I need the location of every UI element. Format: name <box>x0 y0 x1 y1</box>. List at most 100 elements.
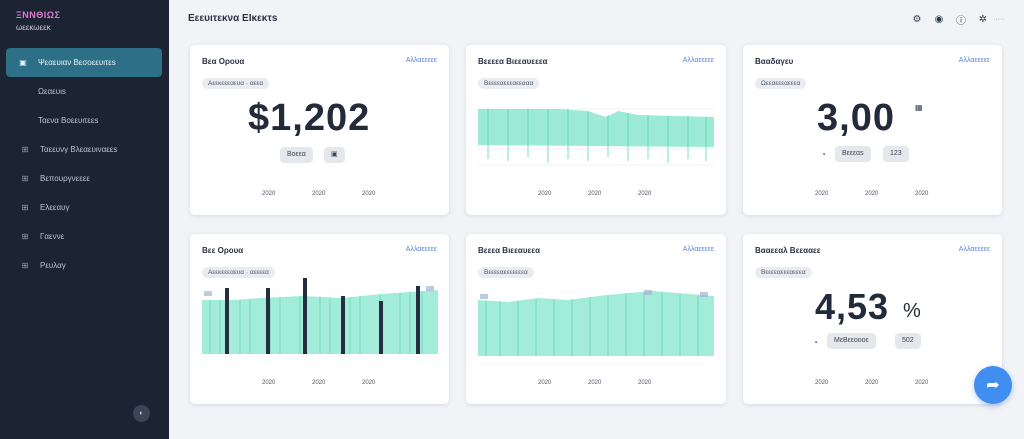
sidebar-nav: ▣ Ψεαευιαν Βεσοεευιτεs Ωεαευιs Ταενα Βοε… <box>0 48 169 280</box>
card-pill-count[interactable]: 502 <box>895 333 921 349</box>
card-title: Βεεεεα Βιεεαυεεεα <box>478 57 548 66</box>
x-label: 2020 <box>362 380 375 386</box>
sidebar-item-5[interactable]: ⊞ Ελεεαυγ <box>0 193 169 222</box>
card-pill-button[interactable]: Βοεεα <box>280 147 313 163</box>
card-count-value: Βααδαγευ Αλλαεεεεε Ωεεαεεεαεεεα 3,00 ▦ ◔… <box>743 45 1002 215</box>
clock-icon: ◔ <box>813 338 818 347</box>
sidebar-item-6[interactable]: ⊞ Γαεννε <box>0 222 169 251</box>
card-link[interactable]: Αλλαεεεεε <box>959 246 990 253</box>
card-chip: Βεεεεαεεεαεεααα <box>478 78 539 89</box>
x-label: 2020 <box>865 380 878 386</box>
card-percent-value: Βααεεαλ Βεεααεε Αλλαεεεεε Βεεεεαεεεαεεεα… <box>743 234 1002 404</box>
card-title: Βααδαγευ <box>755 57 793 66</box>
sidebar-item-3[interactable]: ⊞ Ταεευνγ Βλεαευιναεεs <box>0 135 169 164</box>
share-icon: ➦ <box>986 375 999 395</box>
dashboard-icon: ▣ <box>18 58 28 68</box>
sidebar-item-label: Ψεαευιαν Βεσοεευιτεs <box>38 58 116 67</box>
x-label: 2020 <box>638 380 651 386</box>
x-axis-labels: 2020 2020 2020 <box>743 380 1002 390</box>
x-label: 2020 <box>312 191 325 197</box>
sidebar-item-7[interactable]: ⊞ Ρευλαγ <box>0 251 169 280</box>
card-link[interactable]: Αλλαεεεεε <box>959 57 990 64</box>
card-title: Βααεεαλ Βεεααεε <box>755 246 821 255</box>
sidebar-item-dashboard[interactable]: ▣ Ψεαευιαν Βεσοεευιτεs <box>6 48 162 77</box>
x-label: 2020 <box>815 380 828 386</box>
card-pill-icon[interactable]: ▣ <box>324 147 345 163</box>
grid-icon: ⊞ <box>20 145 30 155</box>
card-link[interactable]: Αλλαεεεεε <box>683 246 714 253</box>
card-area-chart-1: Βεεεεα Βιεεαυεεεα Αλλαεεεεε Βεεεεαεεεαεε… <box>466 45 726 215</box>
card-link[interactable]: Αλλαεεεεε <box>406 57 437 64</box>
x-label: 2020 <box>262 191 275 197</box>
x-axis-labels: 2020 2020 2020 <box>466 191 726 201</box>
bar-chart <box>202 276 438 356</box>
sidebar-item-label: Ωεαευιs <box>38 87 66 96</box>
gear-icon[interactable]: ✲ <box>976 12 990 26</box>
card-bar-chart: Βεε Ορουα Αλλαεεεεε Αεεκεεεαευα · αεεεεα… <box>190 234 449 404</box>
x-label: 2020 <box>815 191 828 197</box>
card-area-chart-2: Βεεεα Βιεεαυεεα Αλλαεεεεε Βεεεεαεεεεεεεα… <box>466 234 726 404</box>
card-link[interactable]: Αλλαεεεεε <box>683 57 714 64</box>
brand[interactable]: ΞΝΝΘΙΩΣ ωεεκωεεκ <box>16 10 60 32</box>
info-icon[interactable]: ⓘ <box>954 12 968 26</box>
card-total-value: Βεα Ορουα Αλλαεεεεε Αεεκεεεαευα · αεεα $… <box>190 45 449 215</box>
card-big-value: 3,00 <box>817 97 895 140</box>
grid-icon: ⊞ <box>20 232 30 242</box>
sidebar-item-label: Ταεευνγ Βλεαευιναεεs <box>40 145 117 154</box>
card-chip: Ωεεαεεεαεεεα <box>755 78 806 89</box>
x-label: 2020 <box>588 191 601 197</box>
sidebar-item-label: Ελεεαυγ <box>40 203 69 212</box>
card-link[interactable]: Αλλαεεεεε <box>406 246 437 253</box>
sidebar-item-4[interactable]: ⊞ Βεπουργνεεεε <box>0 164 169 193</box>
brand-name: ΞΝΝΘΙΩΣ <box>16 10 60 20</box>
grid-icon: ⊞ <box>20 261 30 271</box>
share-button[interactable]: ➦ <box>974 366 1012 404</box>
x-axis-labels: 2020 2020 2020 <box>190 191 449 201</box>
header-link[interactable]: ····· <box>993 16 1005 23</box>
brand-subtitle: ωεεκωεεκ <box>16 23 60 32</box>
card-big-value: 4,53 <box>815 286 889 328</box>
card-title: Βεα Ορουα <box>202 57 244 66</box>
sidebar-subitem-2[interactable]: Ταενα Βοεευιτεεs <box>0 106 169 135</box>
sidebar-item-label: Γαεννε <box>40 232 64 241</box>
area-chart <box>478 284 714 358</box>
card-pill-button[interactable]: Βεεεαs <box>835 146 871 162</box>
card-chip: Αεεκεεεαευα · αεεα <box>202 78 269 89</box>
bell-icon[interactable]: ◉ <box>932 12 946 26</box>
card-chip: Βεεεεαεεεεεεεα <box>478 267 534 278</box>
sidebar-subitem-1[interactable]: Ωεαευιs <box>0 77 169 106</box>
area-chart <box>478 99 714 167</box>
x-axis-labels: 2020 2020 2020 <box>190 380 449 390</box>
sidebar-item-label: Βεπουργνεεεε <box>40 174 90 183</box>
grid-icon: ⊞ <box>20 174 30 184</box>
page-title: Εεευιτεκνα ΕΙκεκτs <box>188 13 277 24</box>
settings-icon[interactable]: ⚙ <box>910 12 924 26</box>
x-label: 2020 <box>638 191 651 197</box>
card-pill-button[interactable]: ΜεΒεεοοοε <box>827 333 876 349</box>
metric-icon: ▦ <box>915 103 923 112</box>
card-pill-count[interactable]: 123 <box>883 146 909 162</box>
x-label: 2020 <box>312 380 325 386</box>
header-toolbar: ⚙ ◉ ⓘ ✲ <box>910 12 990 26</box>
x-axis-labels: 2020 2020 2020 <box>466 380 726 390</box>
x-label: 2020 <box>538 191 551 197</box>
x-label: 2020 <box>588 380 601 386</box>
sidebar-item-label: Ταενα Βοεευιτεεs <box>38 116 98 125</box>
card-value-suffix: % <box>903 300 922 323</box>
x-axis-labels: 2020 2020 2020 <box>743 191 1002 201</box>
clock-icon: ◔ <box>821 150 826 159</box>
sidebar-item-label: Ρευλαγ <box>40 261 66 270</box>
sidebar-toggle-button[interactable]: ◐ <box>133 405 150 422</box>
x-label: 2020 <box>538 380 551 386</box>
x-label: 2020 <box>865 191 878 197</box>
card-chip: Βεεεεαεεεαεεεα <box>755 267 812 278</box>
grid-icon: ⊞ <box>20 203 30 213</box>
sidebar: ΞΝΝΘΙΩΣ ωεεκωεεκ ▣ Ψεαευιαν Βεσοεευιτεs … <box>0 0 169 439</box>
card-big-value: $1,202 <box>248 97 370 140</box>
card-title: Βεε Ορουα <box>202 246 243 255</box>
x-label: 2020 <box>262 380 275 386</box>
x-label: 2020 <box>915 380 928 386</box>
card-title: Βεεεα Βιεεαυεεα <box>478 246 540 255</box>
x-label: 2020 <box>362 191 375 197</box>
x-label: 2020 <box>915 191 928 197</box>
